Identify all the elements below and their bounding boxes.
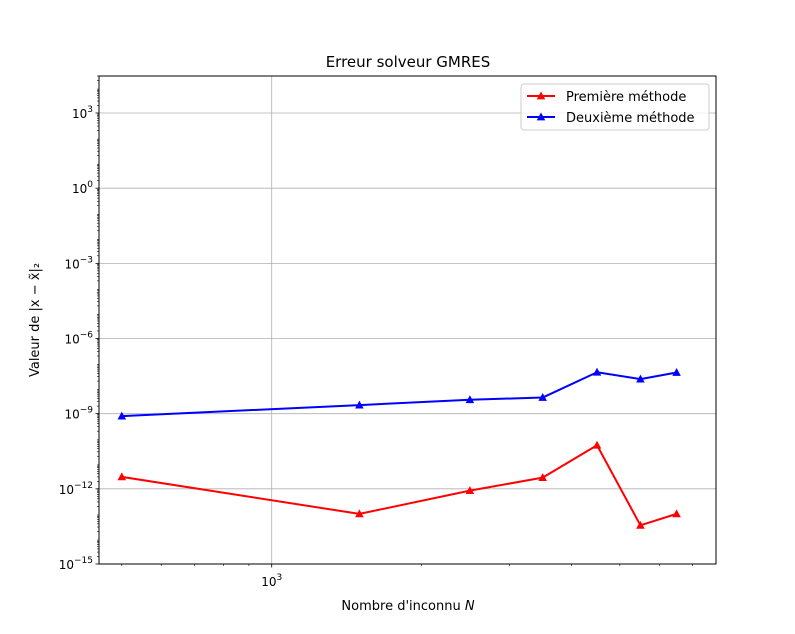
series-1-point <box>672 509 681 518</box>
y-tick-label-exponent: −3 <box>80 255 93 265</box>
x-axis-label-variable: N <box>465 599 475 614</box>
y-tick-label-exponent: −9 <box>80 406 94 416</box>
series-2-point <box>592 367 602 376</box>
series-2-point <box>465 395 475 404</box>
y-axis-label: Valeur de |x − x̃|₂ <box>28 263 43 377</box>
series-1-point <box>592 440 602 449</box>
y-tick-label-mantissa: 10 <box>72 182 87 196</box>
series-2-point <box>636 374 645 383</box>
series-1-point <box>538 473 547 482</box>
series-1-point <box>465 486 475 494</box>
y-tick-label: 10−9 <box>64 406 93 422</box>
y-tick-label-mantissa: 10 <box>59 558 74 572</box>
series-1-point <box>636 520 645 529</box>
series-2-legend-marker <box>536 112 546 121</box>
x-tick-label-exponent: 3 <box>276 573 282 583</box>
y-tick-label: 100 <box>72 180 93 196</box>
y-tick-label-mantissa: 10 <box>64 333 79 347</box>
y-tick-label-exponent: 0 <box>87 180 93 190</box>
series-1-legend-marker <box>536 91 546 100</box>
y-tick-label: 10−12 <box>59 481 93 497</box>
y-tick-label-mantissa: 10 <box>72 107 87 121</box>
y-tick-label-mantissa: 10 <box>59 483 74 497</box>
y-tick-label-mantissa: 10 <box>64 257 79 271</box>
y-tick-label-exponent: 3 <box>87 105 93 115</box>
y-tick-label: 10−3 <box>64 255 93 271</box>
plot-frame <box>98 75 717 565</box>
series-2-point <box>672 367 681 376</box>
chart-title: Erreur solveur GMRES <box>326 53 491 71</box>
series-1-point <box>355 509 364 518</box>
y-tick-label-exponent: −15 <box>74 556 93 566</box>
series-2-point <box>117 411 127 420</box>
series-1-point <box>117 472 127 481</box>
legend: Première méthode Deuxième méthode <box>520 83 710 131</box>
series-2-point <box>355 400 364 409</box>
x-tick-label: 103 <box>261 573 282 589</box>
series-2-legend-label: Deuxième méthode <box>566 111 695 126</box>
y-tick-label: 10−6 <box>64 331 93 347</box>
y-tick-label-exponent: −12 <box>74 481 93 491</box>
x-axis-label-text: Nombre d'inconnu <box>341 599 464 614</box>
series-layer <box>117 367 681 529</box>
y-tick-label-exponent: −6 <box>80 331 94 341</box>
grid <box>99 76 716 564</box>
y-tick-label-mantissa: 10 <box>64 408 79 422</box>
x-tick-label-mantissa: 10 <box>261 575 276 589</box>
y-tick-label: 103 <box>72 105 93 121</box>
y-tick-label: 10−15 <box>59 556 93 572</box>
series-1-legend-label: Première méthode <box>566 90 686 105</box>
legend-box <box>520 83 710 131</box>
x-axis-label: Nombre d'inconnu N <box>341 599 474 614</box>
series-2-point <box>538 393 547 401</box>
